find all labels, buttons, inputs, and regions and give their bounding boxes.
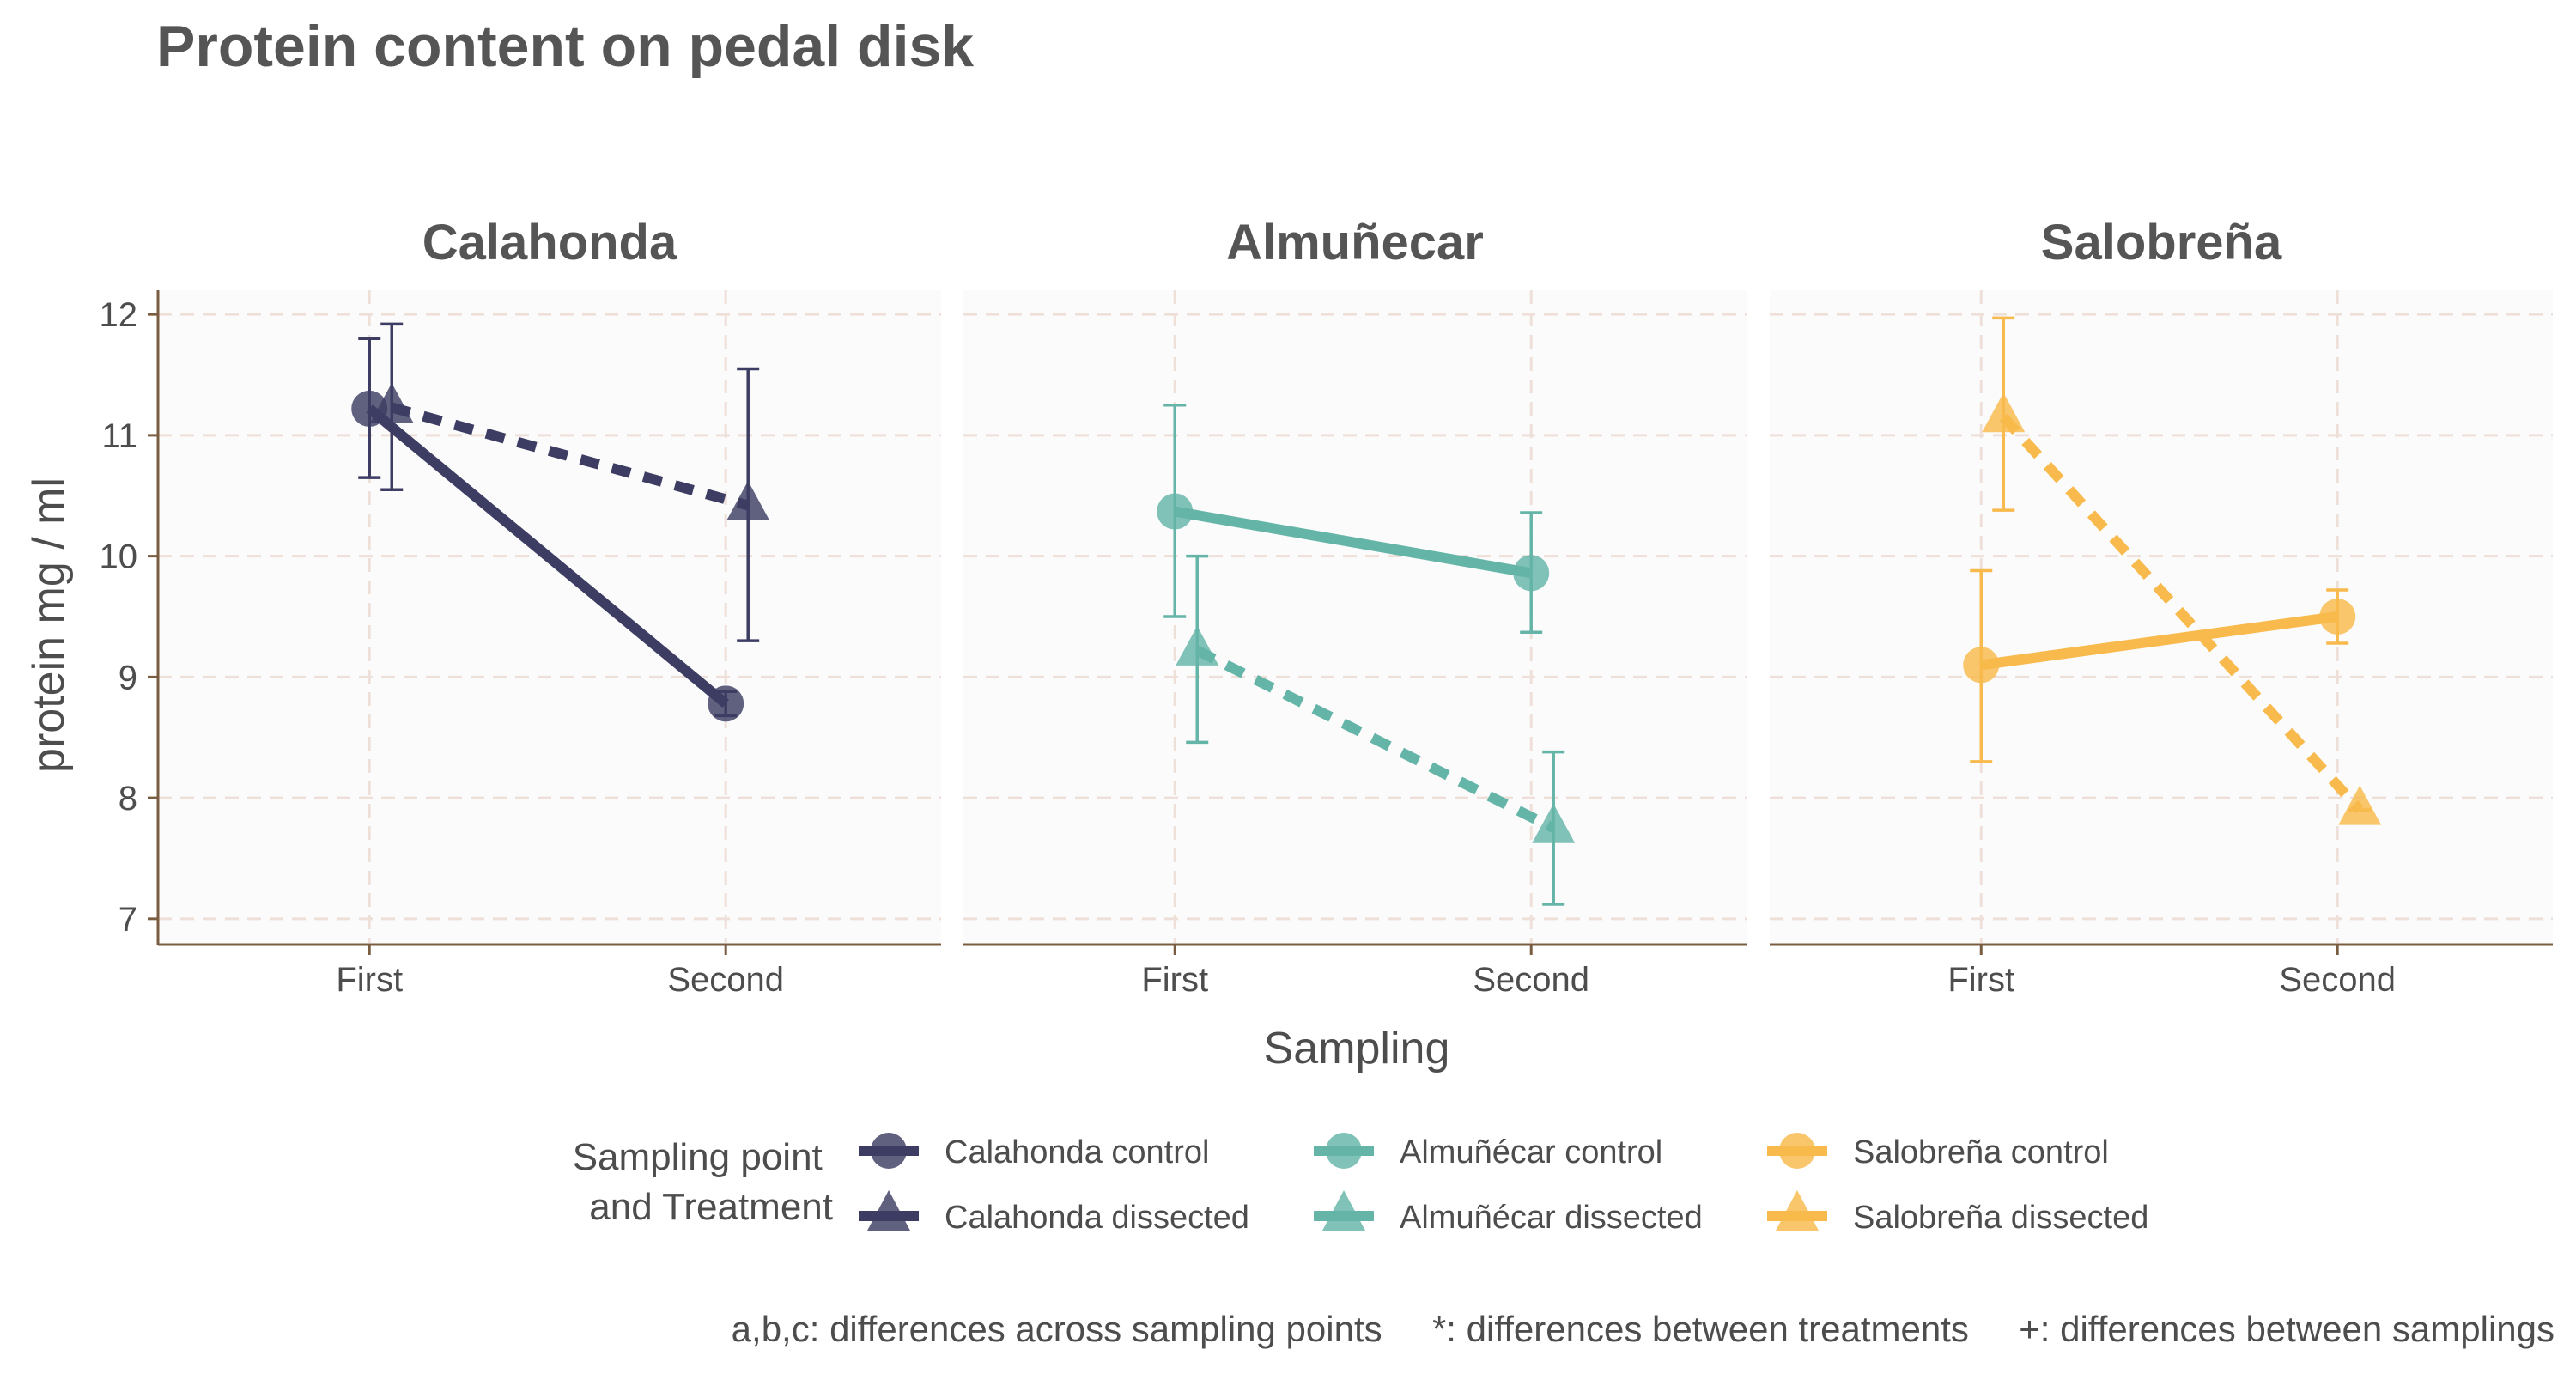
- data-point: [1157, 493, 1194, 530]
- strip-label: Calahonda: [422, 215, 677, 271]
- data-point: [708, 685, 744, 722]
- series-line: [1999, 413, 2364, 814]
- y-tick-label: 8: [118, 780, 137, 818]
- data-point: [1176, 625, 1219, 666]
- y-tick-label: 10: [100, 538, 138, 576]
- y-tick-label: 11: [101, 417, 137, 455]
- data-point: [726, 480, 770, 520]
- legend-label: Calahonda control: [945, 1134, 1209, 1170]
- x-axis-title: Sampling: [1264, 1024, 1450, 1073]
- legend-label: Almuñécar dissected: [1400, 1200, 1703, 1236]
- x-tick-label: Second: [1473, 961, 1589, 999]
- legend-label: Salobreña dissected: [1853, 1200, 2148, 1236]
- legend-key-marker: [1779, 1133, 1815, 1169]
- data-point: [370, 382, 414, 423]
- panel-background: [158, 290, 941, 943]
- legend-title-line-2: and Treatment: [589, 1186, 833, 1228]
- panel-calahonda: Calahonda First Second 7 8 9 10 11 12: [100, 215, 941, 999]
- data-point: [1532, 803, 1576, 843]
- series-line: [1194, 646, 1556, 833]
- chart-title: Protein content on pedal disk: [156, 14, 974, 79]
- series-salobrena-dissected: [1982, 316, 2382, 825]
- legend-label: Salobreña control: [1853, 1134, 2109, 1170]
- data-point: [1963, 647, 2000, 684]
- legend-key-marker: [871, 1133, 907, 1169]
- legend-title: Sampling point and Treatment: [573, 1136, 833, 1228]
- caption: a,b,c: differences across sampling point…: [732, 1309, 2555, 1349]
- panel-background: [963, 290, 1747, 943]
- strip-label: Almuñecar: [1226, 215, 1484, 271]
- panel-salobrena: Salobreña First Second: [1770, 215, 2553, 999]
- x-tick-label: First: [1947, 961, 2014, 999]
- series-line: [390, 402, 750, 511]
- y-tick-label: 7: [118, 901, 137, 939]
- series-almunecar-control: [1157, 403, 1550, 635]
- legend-item-salobrena-control: Salobreña control: [1767, 1133, 2109, 1170]
- legend-item-salobrena-dissected: Salobreña dissected: [1767, 1190, 2148, 1236]
- x-tick-label: Second: [667, 961, 784, 999]
- panels: Calahonda First Second 7 8 9 10 11 12 Almuñecar Fi…: [100, 215, 2553, 999]
- y-axis-title: protein mg / ml: [24, 477, 74, 773]
- panel-background: [1770, 290, 2553, 943]
- x-tick-label: Second: [2279, 961, 2396, 999]
- strip-label: Salobreña: [2041, 215, 2282, 271]
- legend-key-marker: [1322, 1190, 1365, 1231]
- legend-label: Almuñécar control: [1400, 1134, 1662, 1170]
- series-salobrena-control: [1963, 568, 2356, 763]
- series-calahonda-dissected: [370, 322, 770, 642]
- legend-item-almunecar-dissected: Almuñécar dissected: [1314, 1190, 1703, 1236]
- legend-item-almunecar-control: Almuñécar control: [1314, 1133, 1662, 1170]
- series-line: [1174, 506, 1533, 579]
- series-line: [366, 404, 730, 708]
- series-almunecar-dissected: [1176, 554, 1576, 906]
- legend-label: Calahonda dissected: [945, 1200, 1249, 1236]
- legend-title-line-1: Sampling point: [573, 1136, 823, 1178]
- series-calahonda-control: [351, 337, 744, 722]
- x-tick-label: First: [1141, 961, 1208, 999]
- data-point: [1513, 555, 1550, 592]
- legend: Sampling point and Treatment Calahonda c…: [573, 1133, 2148, 1236]
- legend-key-marker: [867, 1190, 910, 1231]
- legend-key-marker: [1776, 1190, 1819, 1231]
- panel-almunecar: Almuñecar First Second: [963, 215, 1747, 999]
- x-tick-label: First: [336, 961, 403, 999]
- y-tick-label: 12: [100, 296, 138, 334]
- data-point: [1982, 392, 2026, 433]
- series-line: [1980, 611, 2339, 671]
- y-tick-label: 9: [118, 659, 137, 696]
- legend-key-marker: [1326, 1133, 1362, 1169]
- data-point: [2338, 785, 2382, 825]
- legend-item-calahonda-dissected: Calahonda dissected: [859, 1190, 1249, 1236]
- legend-item-calahonda-control: Calahonda control: [859, 1133, 1209, 1170]
- data-point: [2319, 599, 2356, 635]
